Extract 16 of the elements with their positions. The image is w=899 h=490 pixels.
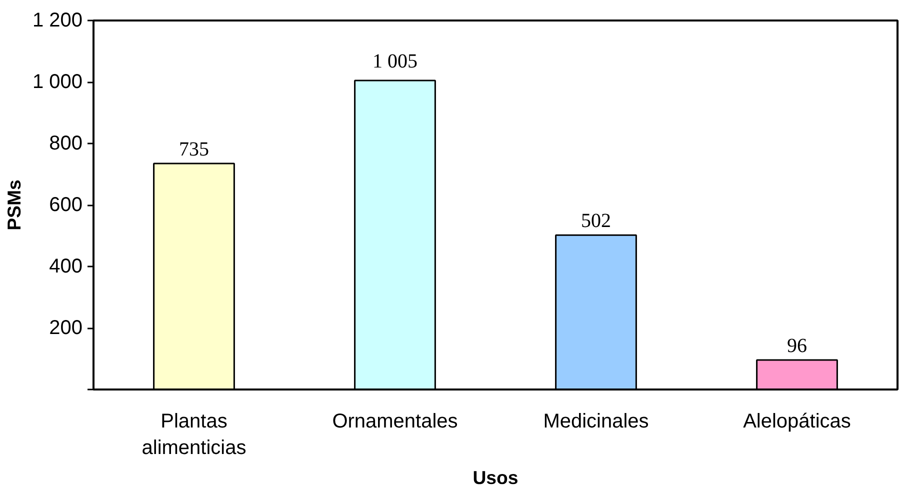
x-tick-label: Alelopáticas (743, 410, 851, 432)
y-tick-label: 400 (49, 256, 83, 278)
y-tick-label: 800 (49, 132, 83, 154)
y-tick-label: 1 000 (32, 71, 83, 93)
y-tick-label: 1 200 (32, 10, 83, 32)
x-tick-label: Plantas alimenticias (142, 410, 246, 459)
x-tick-label: Medicinales (543, 410, 649, 432)
data-label: 502 (581, 210, 611, 232)
data-label: 96 (787, 334, 807, 357)
data-label: 735 (179, 138, 209, 160)
y-axis-title: PSMs (3, 180, 24, 230)
x-tick-label: Ornamentales (332, 410, 458, 432)
x-axis-title: Usos (472, 466, 518, 488)
data-label: 1 005 (372, 50, 418, 72)
y-tick-label: 600 (49, 194, 83, 216)
y-tick-label: 200 (49, 317, 83, 339)
